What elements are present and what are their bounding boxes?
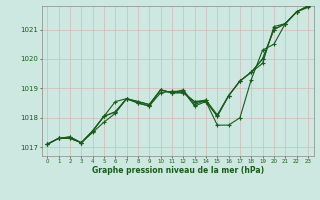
X-axis label: Graphe pression niveau de la mer (hPa): Graphe pression niveau de la mer (hPa)	[92, 166, 264, 175]
